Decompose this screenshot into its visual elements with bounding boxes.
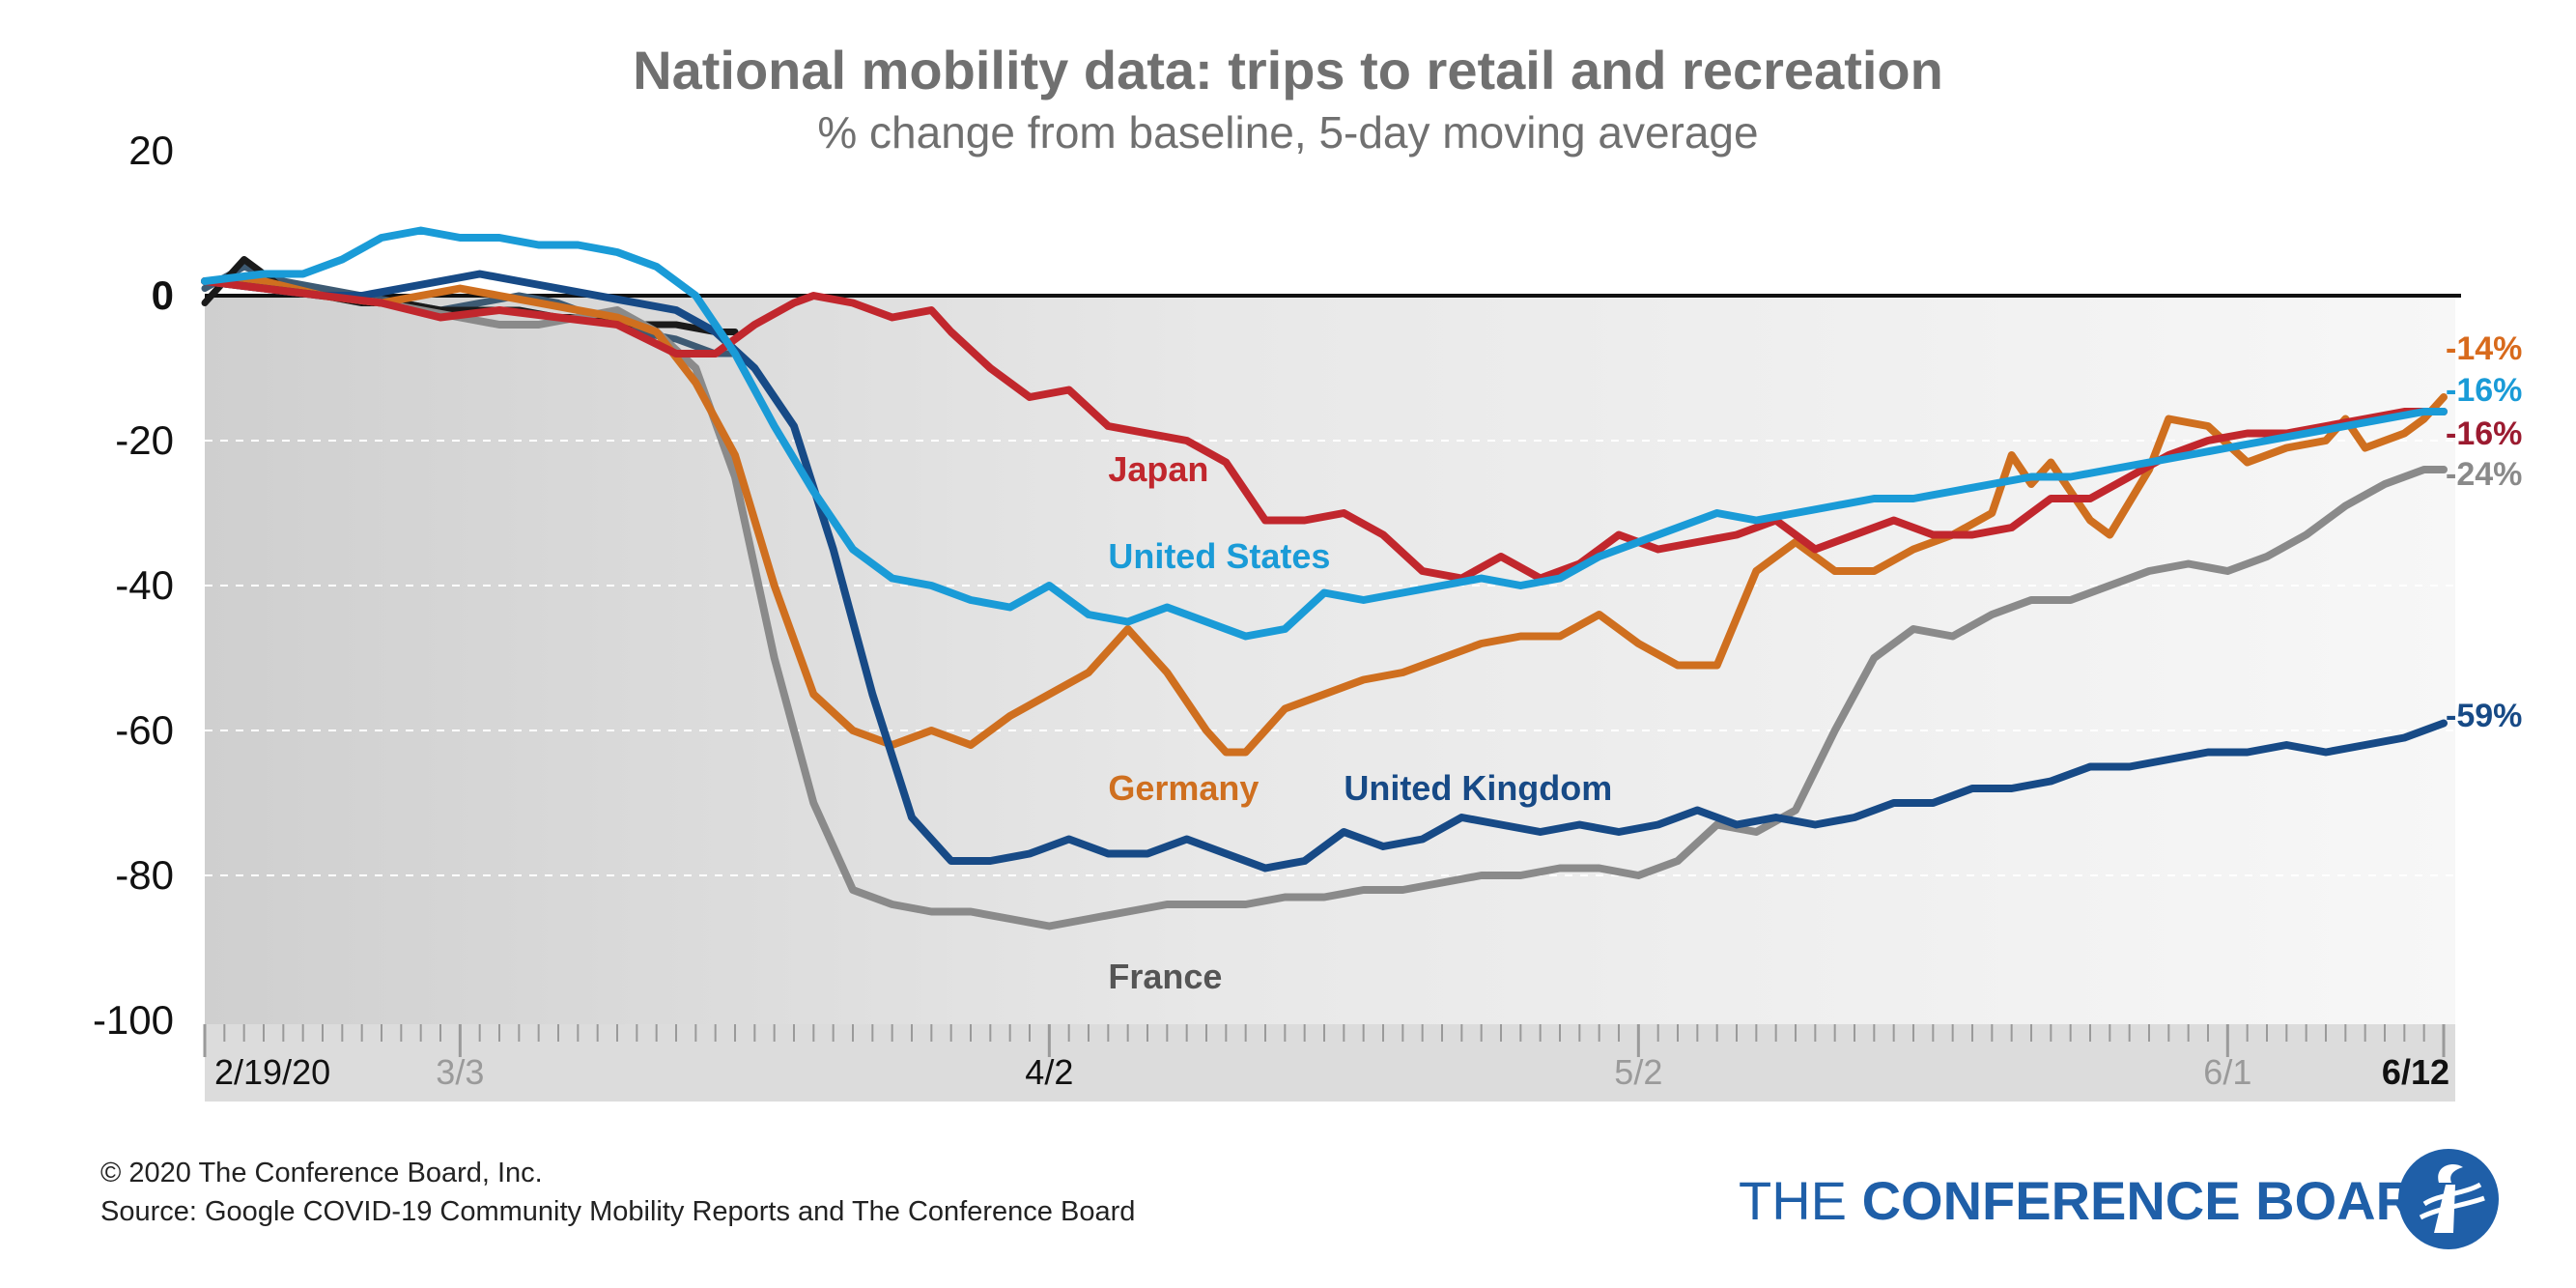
x-tick-label: 3/3	[436, 1052, 484, 1092]
y-tick-label: -100	[93, 997, 174, 1043]
series-line-germany	[201, 277, 2448, 757]
y-tick-label: -80	[115, 852, 174, 898]
conference-board-logo: THE CONFERENCE BOARD	[1739, 1169, 2453, 1232]
logo-word-conference-board: CONFERENCE BOARD	[1861, 1170, 2454, 1231]
copyright-text: © 2020 The Conference Board, Inc.	[100, 1158, 543, 1188]
series-line-united-states	[201, 226, 2448, 641]
y-axis: 20 0 -20 -40 -60 -80 -100	[93, 128, 174, 1043]
x-axis: 2/19/20 3/3 4/2 5/2 6/1 6/12	[203, 1024, 2455, 1102]
x-tick-label: 6/1	[2203, 1052, 2251, 1092]
series-label-japan: Japan	[1108, 449, 1208, 489]
end-label-united-kingdom: -59%	[2446, 698, 2522, 734]
y-tick-label: -20	[115, 417, 174, 463]
series-line-france	[201, 277, 2448, 930]
series-label-united-states: United States	[1108, 536, 1330, 576]
y-tick-label: 20	[128, 128, 174, 173]
series-label-united-kingdom: United Kingdom	[1344, 768, 1612, 808]
chart-title: National mobility data: trips to retail …	[633, 40, 1943, 100]
chart-subtitle: % change from baseline, 5-day moving ave…	[817, 107, 1759, 157]
end-label-france: -24%	[2446, 456, 2522, 493]
y-tick-label: -60	[115, 707, 174, 753]
x-axis-band	[205, 1024, 2455, 1102]
x-tick-label: 4/2	[1025, 1052, 1073, 1092]
end-label-united-states: -16%	[2446, 372, 2522, 409]
logo-word-the: THE	[1739, 1170, 1862, 1231]
x-tick-label: 2/19/20	[214, 1052, 330, 1092]
torch-emblem-icon	[2398, 1149, 2499, 1249]
y-tick-label: -40	[115, 562, 174, 608]
series-line-japan	[201, 277, 2448, 583]
end-label-germany: -14%	[2446, 330, 2522, 367]
end-label-japan: -16%	[2446, 415, 2522, 452]
source-text: Source: Google COVID-19 Community Mobili…	[100, 1196, 1136, 1227]
series-line-united-kingdom	[201, 270, 2448, 873]
series-lines	[201, 226, 2448, 930]
series-labels: France Germany United Kingdom Japan United S…	[1108, 330, 2522, 996]
x-tick-label: 6/12	[2382, 1052, 2449, 1092]
series-label-germany: Germany	[1108, 768, 1259, 808]
y-tick-label: 0	[152, 272, 174, 318]
series-label-france: France	[1108, 957, 1222, 996]
plot-background	[205, 296, 2455, 1024]
x-tick-label: 5/2	[1614, 1052, 1662, 1092]
